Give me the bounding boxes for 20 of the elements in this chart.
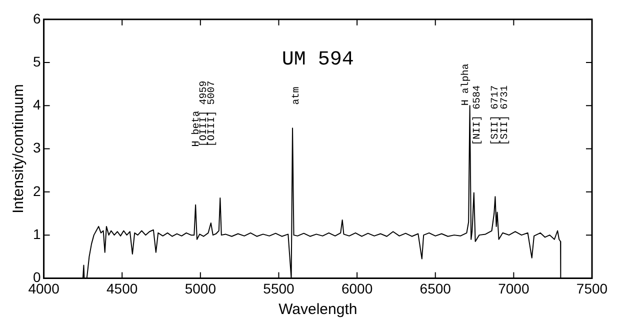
x-tick-label: 6500 [420,280,452,296]
x-tick-label: 4500 [106,280,138,296]
y-axis-title: Intensity/continuum [10,84,28,214]
text: UM 594 [282,48,354,72]
x-tick-label: 6000 [341,280,373,296]
y-tick-label: 2 [32,182,41,199]
x-tick-label: 7500 [576,280,608,296]
annotation: [NII] 6584 [472,85,484,146]
x-tick-label: 5000 [184,280,216,296]
y-tick-label: 4 [32,96,41,113]
y-tick-label: 3 [32,140,41,156]
x-axis-title: Wavelength [278,301,358,318]
annotation: atm [292,86,303,105]
y-tick-label: 1 [32,226,41,242]
annotation: [SII] 6731 [498,85,511,146]
y-tick-label: 5 [32,53,41,70]
annotation: H alpha [460,64,472,106]
x-tick-label: 7000 [498,280,530,296]
x-tick-label: 5500 [263,280,295,296]
y-tick-label: 6 [32,10,41,26]
